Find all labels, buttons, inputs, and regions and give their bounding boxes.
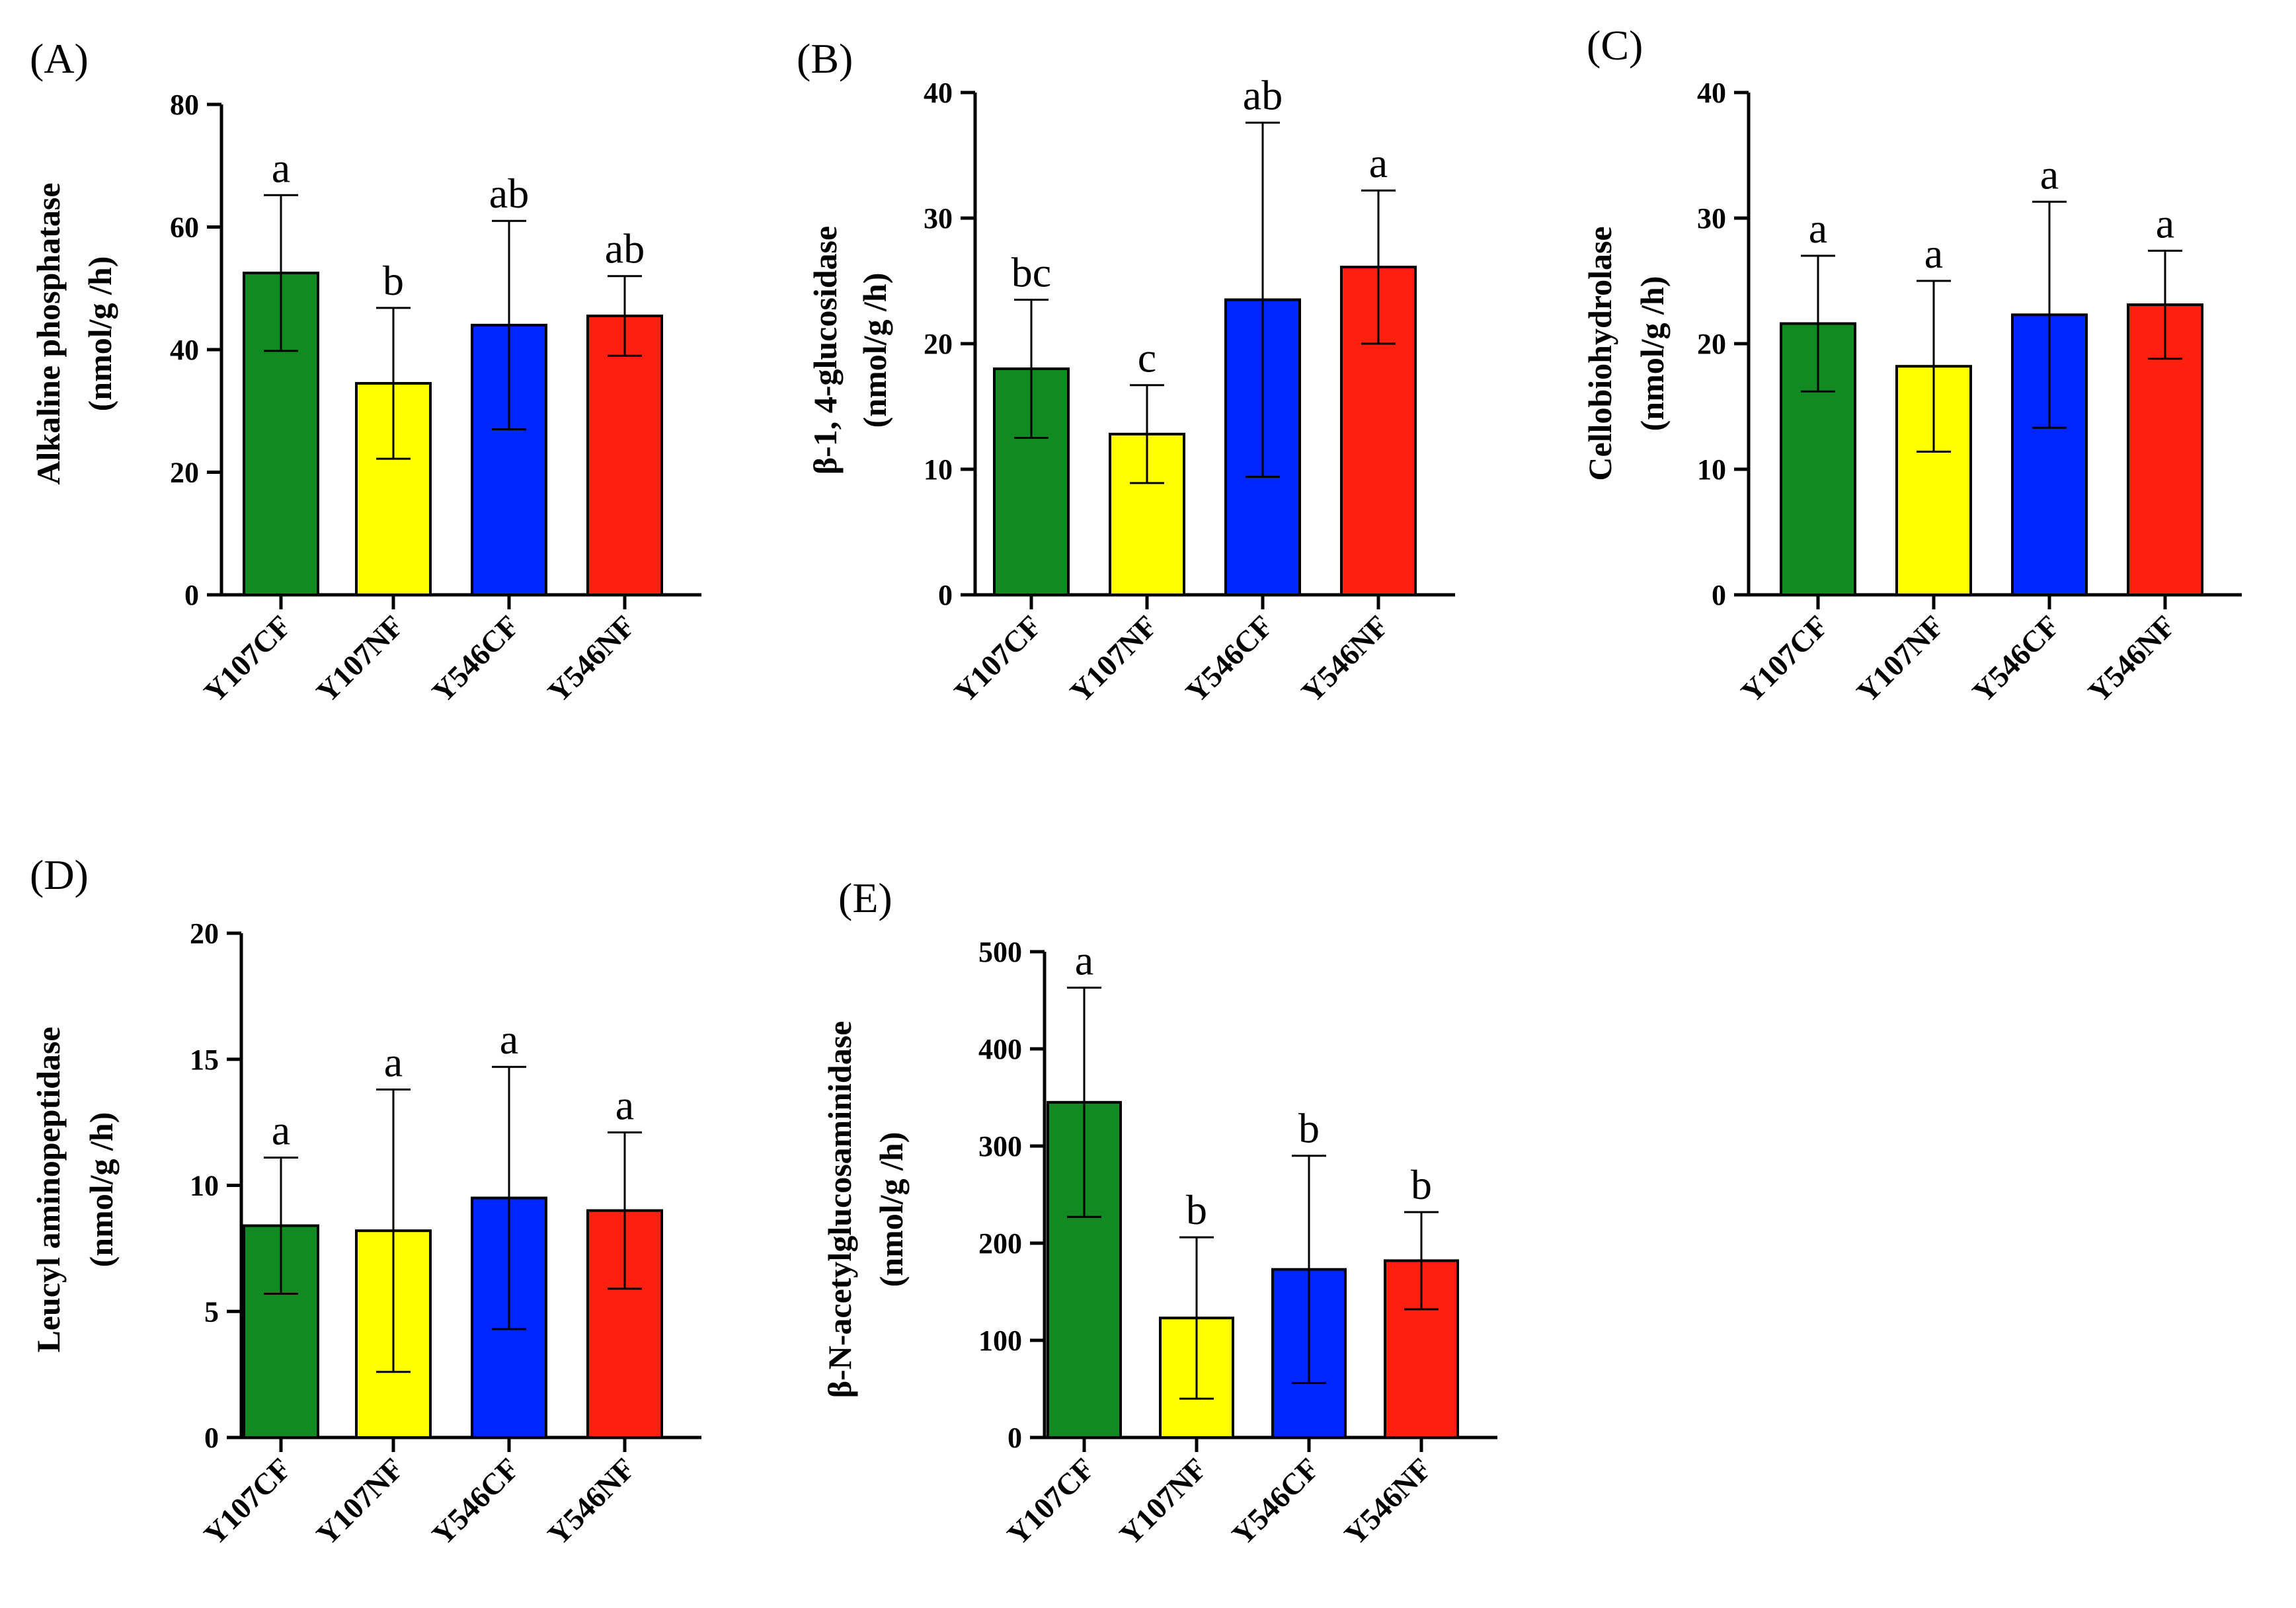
plot-area: 0 20 40 60 80 a Y107CF b Y107NF ab Y546CF ab Y546NF bbox=[170, 89, 701, 709]
x-tick-label: Y107NF bbox=[309, 1451, 410, 1552]
panel-c: (C) Cellobiohydrolase (nmol/g /h) 0 10 20 3… bbox=[1581, 22, 2242, 709]
y-tick-label: 40 bbox=[924, 77, 953, 109]
x-tick-label: Y546CF bbox=[425, 1451, 526, 1552]
significance-letter: a bbox=[2156, 200, 2174, 247]
y-tick-label: 30 bbox=[1697, 202, 1726, 235]
significance-letter: c bbox=[1138, 334, 1156, 381]
bar-y546cf bbox=[471, 323, 547, 596]
y-tick-label: 20 bbox=[190, 917, 219, 950]
panel-d: (D) Leucyl aminopeptidase (nmol/g /h) 0 5… bbox=[30, 851, 701, 1552]
x-tick-label: Y107CF bbox=[1734, 609, 1835, 709]
plot-area: 0 100 200 300 400 500 a Y107CF b Y107NF b Y546CF b Y5… bbox=[978, 936, 1497, 1552]
y-tick-label: 0 bbox=[1712, 579, 1726, 611]
significance-letter: ab bbox=[1243, 72, 1283, 119]
x-tick-label: Y546CF bbox=[1965, 609, 2066, 709]
significance-letter: a bbox=[500, 1016, 518, 1063]
y-tick-label: 20 bbox=[924, 328, 953, 360]
significance-letter: a bbox=[1075, 937, 1093, 983]
significance-letter: a bbox=[1809, 205, 1827, 252]
significance-letter: ab bbox=[489, 170, 529, 217]
x-tick-label: Y546CF bbox=[1225, 1451, 1326, 1552]
panel-label: (C) bbox=[1587, 22, 1643, 69]
y-tick-label: 5 bbox=[204, 1295, 219, 1328]
significance-letter: b bbox=[1411, 1161, 1432, 1208]
panel-a: (A) Alkaline phosphatase (nmol/g /h) 0 20… bbox=[30, 35, 701, 709]
panel-label: (B) bbox=[797, 35, 853, 82]
x-tick-label: Y546NF bbox=[1337, 1451, 1438, 1552]
significance-letter: a bbox=[1369, 139, 1388, 186]
y-tick-label: 0 bbox=[184, 579, 199, 611]
significance-letter: a bbox=[2040, 151, 2059, 198]
plot-area: 0 10 20 30 40 a Y107CF a Y107NF a Y546CF a Y546NF bbox=[1697, 77, 2242, 709]
y-tick-label: 60 bbox=[170, 211, 199, 244]
plot-area: 0 5 10 15 20 a Y107CF a Y107NF a Y546CF a Y546NF bbox=[190, 917, 701, 1552]
significance-letter: b bbox=[1298, 1105, 1320, 1152]
y-tick-label: 400 bbox=[978, 1033, 1022, 1065]
x-tick-label: Y107NF bbox=[1850, 609, 1950, 709]
y-tick-label: 20 bbox=[170, 457, 199, 489]
y-axis-unit-label: (nmol/g /h) bbox=[873, 1132, 910, 1287]
y-axis-label: Alkaline phosphatase bbox=[30, 182, 67, 484]
significance-letter: bc bbox=[1011, 249, 1051, 296]
significance-letter: a bbox=[272, 1107, 290, 1154]
panel-e: (E) β-N-acetylglucosaminidase (nmol/g /h… bbox=[821, 874, 1497, 1552]
x-tick-label: Y546CF bbox=[1179, 609, 1279, 709]
y-axis-unit-label: (nmol/g /h) bbox=[856, 273, 893, 428]
x-tick-label: Y107CF bbox=[197, 1451, 297, 1552]
significance-letter: ab bbox=[605, 225, 645, 272]
bar-y546nf bbox=[586, 314, 663, 596]
x-tick-label: Y546NF bbox=[541, 1451, 641, 1552]
significance-letter: a bbox=[615, 1081, 634, 1128]
y-tick-label: 10 bbox=[190, 1170, 219, 1202]
y-axis-unit-label: (nmol/g /h) bbox=[81, 256, 118, 412]
x-tick-label: Y546NF bbox=[1294, 609, 1395, 709]
x-tick-label: Y107CF bbox=[947, 609, 1048, 709]
x-tick-label: Y546CF bbox=[425, 609, 526, 709]
y-tick-label: 0 bbox=[1008, 1422, 1022, 1454]
plot-area: 0 10 20 30 40 bc Y107CF c Y107NF ab Y546CF a Y546NF bbox=[924, 72, 1455, 709]
x-tick-label: Y107NF bbox=[1113, 1451, 1213, 1552]
panel-label: (D) bbox=[30, 851, 89, 898]
y-tick-label: 500 bbox=[978, 936, 1022, 968]
y-tick-label: 10 bbox=[1697, 453, 1726, 486]
y-tick-label: 300 bbox=[978, 1130, 1022, 1163]
y-tick-label: 40 bbox=[170, 334, 199, 366]
y-tick-label: 0 bbox=[938, 579, 953, 611]
x-tick-label: Y546NF bbox=[2081, 609, 2182, 709]
significance-letter: a bbox=[384, 1039, 403, 1086]
y-tick-label: 80 bbox=[170, 89, 199, 121]
y-tick-label: 15 bbox=[190, 1044, 219, 1076]
y-axis-label: Cellobiohydrolase bbox=[1581, 226, 1618, 480]
x-tick-label: Y107NF bbox=[309, 609, 410, 709]
y-tick-label: 10 bbox=[924, 453, 953, 486]
significance-letter: b bbox=[1186, 1186, 1207, 1233]
x-tick-label: Y107NF bbox=[1063, 609, 1164, 709]
y-tick-label: 0 bbox=[204, 1422, 219, 1454]
significance-letter: b bbox=[383, 257, 404, 304]
y-tick-label: 40 bbox=[1697, 77, 1726, 109]
bar-y107cf bbox=[1780, 322, 1856, 596]
y-tick-label: 200 bbox=[978, 1227, 1022, 1260]
y-tick-label: 30 bbox=[924, 202, 953, 235]
y-axis-label: Leucyl aminopeptidase bbox=[30, 1026, 67, 1352]
y-axis-label: β-1, 4-glucosidase bbox=[807, 226, 844, 475]
panel-label: (E) bbox=[838, 874, 892, 921]
x-tick-label: Y546NF bbox=[541, 609, 641, 709]
y-axis-label: β-N-acetylglucosaminidase bbox=[821, 1021, 858, 1398]
y-axis-unit-label: (nmol/g /h) bbox=[1634, 276, 1671, 432]
y-tick-label: 100 bbox=[978, 1324, 1022, 1357]
x-tick-label: Y107CF bbox=[1000, 1451, 1101, 1552]
y-tick-label: 20 bbox=[1697, 328, 1726, 360]
x-tick-label: Y107CF bbox=[197, 609, 297, 709]
significance-letter: a bbox=[1924, 230, 1943, 277]
panel-label: (A) bbox=[30, 35, 89, 82]
significance-letter: a bbox=[272, 144, 290, 191]
panel-b: (B) β-1, 4-glucosidase (nmol/g /h) 0 10 20… bbox=[797, 35, 1455, 709]
y-axis-unit-label: (nmol/g /h) bbox=[83, 1112, 120, 1268]
